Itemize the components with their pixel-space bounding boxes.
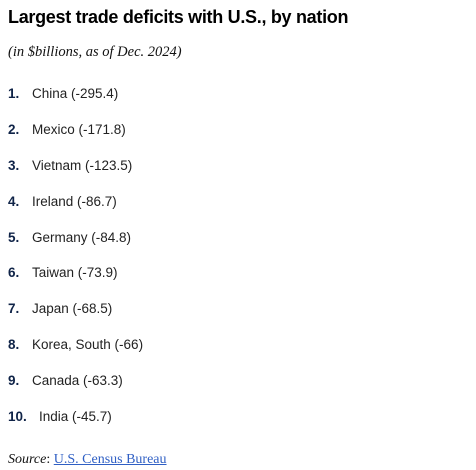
source-label: Source bbox=[8, 451, 47, 467]
country-label: China (-295.4) bbox=[32, 86, 119, 102]
list-item: 6. Taiwan (-73.9) bbox=[8, 255, 468, 291]
source-separator: : bbox=[46, 451, 51, 467]
rank-number: 4. bbox=[8, 193, 20, 209]
ranked-list: 1. China (-295.4) 2. Mexico (-171.8) 3. … bbox=[8, 76, 468, 434]
list-item: 1. China (-295.4) bbox=[8, 76, 468, 112]
country-label: Mexico (-171.8) bbox=[32, 122, 126, 138]
list-item: 9. Canada (-63.3) bbox=[8, 362, 468, 398]
rank-number: 7. bbox=[8, 301, 20, 317]
country-label: Taiwan (-73.9) bbox=[32, 265, 118, 281]
list-item: 2. Mexico (-171.8) bbox=[8, 112, 468, 148]
list-item: 8. Korea, South (-66) bbox=[8, 327, 468, 363]
list-title: Largest trade deficits with U.S., by nat… bbox=[8, 7, 349, 27]
source-link[interactable]: U.S. Census Bureau bbox=[53, 451, 167, 467]
country-label: Ireland (-86.7) bbox=[32, 193, 117, 209]
rank-number: 10. bbox=[8, 408, 27, 424]
rank-number: 2. bbox=[8, 122, 20, 138]
list-item: 4. Ireland (-86.7) bbox=[8, 183, 468, 219]
deficits-list-card: Largest trade deficits with U.S., by nat… bbox=[8, 6, 468, 470]
country-label: Japan (-68.5) bbox=[32, 301, 113, 317]
country-label: Germany (-84.8) bbox=[32, 229, 132, 245]
rank-number: 8. bbox=[8, 336, 20, 352]
country-label: Korea, South (-66) bbox=[32, 336, 144, 352]
country-label: India (-45.7) bbox=[39, 408, 112, 424]
source-line: Source: U.S. Census Bureau bbox=[8, 450, 468, 470]
rank-number: 1. bbox=[8, 86, 20, 102]
rank-number: 3. bbox=[8, 157, 20, 173]
country-label: Vietnam (-123.5) bbox=[32, 157, 133, 173]
list-item: 5. Germany (-84.8) bbox=[8, 219, 468, 255]
rank-number: 9. bbox=[8, 372, 20, 388]
rank-number: 5. bbox=[8, 229, 20, 245]
list-item: 10. India (-45.7) bbox=[8, 398, 468, 434]
country-label: Canada (-63.3) bbox=[32, 372, 123, 388]
list-item: 7. Japan (-68.5) bbox=[8, 291, 468, 327]
list-subtitle: (in $billions, as of Dec. 2024) bbox=[8, 44, 182, 60]
rank-number: 6. bbox=[8, 265, 20, 281]
list-item: 3. Vietnam (-123.5) bbox=[8, 148, 468, 184]
